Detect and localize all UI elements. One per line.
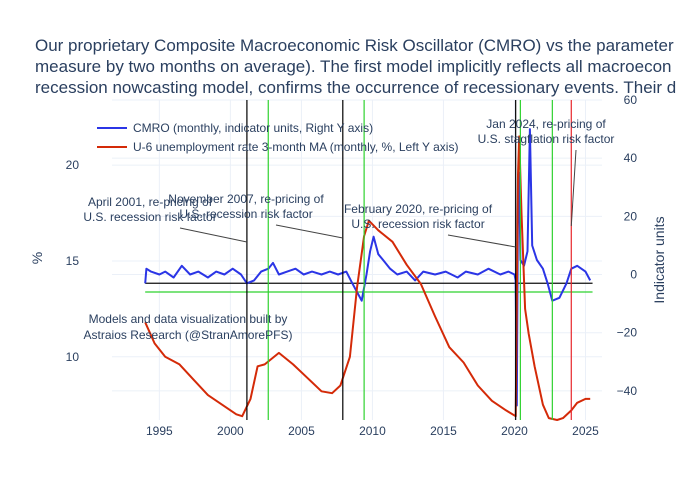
- right-y-tick-label: −40: [617, 384, 638, 398]
- cmro-series-line: [144, 128, 592, 407]
- x-tick-label: 2005: [288, 424, 315, 438]
- chart-title: Our proprietary Composite Macroeconomic …: [35, 36, 676, 97]
- axis-ticks: 1995 2000 2005 2010 2015 2020 2025 10 15 20 −40 −20…: [66, 93, 638, 438]
- annotations: April 2001, re-pricing ofU.S. recession …: [83, 117, 615, 248]
- legend: CMRO (monthly, indicator units, Right Y …: [97, 121, 458, 154]
- watermark-line-1: Models and data visualization built by: [89, 312, 288, 326]
- title-line-2: measure by two months on average). The f…: [35, 57, 672, 76]
- right-y-tick-label: −20: [617, 326, 638, 340]
- title-line-1: Our proprietary Composite Macroeconomic …: [35, 36, 674, 55]
- left-y-tick-label: 10: [66, 350, 80, 364]
- x-tick-label: 2000: [217, 424, 244, 438]
- annotation-text: April 2001, re-pricing of: [88, 195, 213, 209]
- legend-label-u6: U-6 unemployment rate 3-month MA (monthl…: [133, 140, 458, 154]
- left-y-tick-label: 15: [66, 254, 80, 268]
- annotation-arrow: [179, 227, 248, 243]
- left-y-tick-label: 20: [66, 158, 80, 172]
- annotation-text: U.S. stagflation risk factor: [478, 132, 615, 146]
- legend-label-cmro: CMRO (monthly, indicator units, Right Y …: [133, 121, 373, 135]
- annotation-text: U.S. recession risk factor: [83, 210, 216, 224]
- right-y-tick-label: 20: [624, 209, 638, 223]
- vertical-event-lines: [246, 100, 572, 420]
- annotation-arrow: [570, 149, 577, 227]
- title-line-3: recession nowcasting model, confirms the…: [35, 78, 676, 97]
- annotation-text: U.S. recession risk factor: [179, 207, 312, 221]
- right-y-tick-label: 40: [624, 151, 638, 165]
- x-tick-label: 2015: [430, 424, 457, 438]
- watermark: Models and data visualization built by A…: [84, 312, 293, 342]
- x-tick-label: 1995: [146, 424, 173, 438]
- watermark-line-2: Astraios Research (@StranAmorePFS): [84, 328, 293, 342]
- annotation-arrow: [275, 224, 343, 239]
- right-axis-title: Indicator units: [651, 216, 667, 303]
- annotation-text: November 2007, re-pricing of: [168, 192, 324, 206]
- annotation-text: February 2020, re-pricing of: [344, 202, 493, 216]
- x-tick-label: 2025: [572, 424, 599, 438]
- annotation-text: Jan 2024, re-pricing of: [486, 117, 606, 131]
- series-lines: [144, 128, 592, 421]
- right-y-tick-label: 60: [624, 93, 638, 107]
- x-tick-label: 2010: [359, 424, 386, 438]
- right-y-tick-label: 0: [630, 268, 637, 282]
- annotation-text: U.S. recession risk factor: [351, 217, 484, 231]
- annotation-arrow: [447, 234, 516, 248]
- x-tick-label: 2020: [501, 424, 528, 438]
- u6-series-line: [144, 135, 591, 421]
- left-axis-title: %: [29, 252, 45, 264]
